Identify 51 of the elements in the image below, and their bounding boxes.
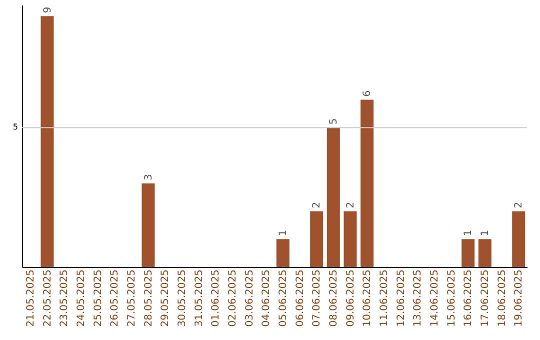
bar bbox=[142, 183, 155, 267]
x-tick-label: 24.05.2025 bbox=[76, 270, 87, 327]
bar bbox=[512, 211, 526, 267]
x-tick-label: 12.06.2025 bbox=[396, 270, 407, 327]
data-label: 2 bbox=[514, 202, 525, 208]
x-tick-label: 05.06.2025 bbox=[278, 270, 289, 327]
data-label: 5 bbox=[328, 118, 340, 125]
x-tick-label: 01.06.2025 bbox=[210, 270, 222, 327]
data-label: 9 bbox=[42, 6, 54, 14]
data-label: 1 bbox=[463, 230, 474, 236]
x-tick-label: 22.05.2025 bbox=[42, 270, 54, 327]
x-tick-label: 15.06.2025 bbox=[446, 270, 458, 327]
x-tick-label: 08.06.2025 bbox=[328, 270, 340, 327]
x-tick-label: 16.06.2025 bbox=[463, 270, 474, 327]
x-tick-label: 07.06.2025 bbox=[312, 270, 323, 327]
bar bbox=[360, 100, 374, 267]
bar bbox=[40, 16, 54, 267]
x-tick-label: 06.06.2025 bbox=[294, 270, 306, 327]
x-tick-label: 11.06.2025 bbox=[378, 270, 390, 327]
ref-line-label: 5 bbox=[12, 122, 18, 132]
bar bbox=[344, 211, 357, 267]
x-tick-label: 10.06.2025 bbox=[362, 270, 374, 327]
x-tick-label: 13.06.2025 bbox=[412, 270, 424, 327]
x-tick-label: 29.05.2025 bbox=[160, 270, 172, 327]
bar bbox=[310, 211, 324, 267]
bar bbox=[276, 239, 290, 267]
data-label: 2 bbox=[312, 202, 323, 208]
x-tick-label: 23.05.2025 bbox=[59, 270, 70, 327]
x-tick-label: 28.05.2025 bbox=[143, 270, 154, 327]
x-tick-label: 03.06.2025 bbox=[244, 270, 256, 327]
bar bbox=[478, 239, 492, 267]
x-tick-label: 18.06.2025 bbox=[496, 270, 508, 327]
data-label: 6 bbox=[362, 90, 374, 97]
bar bbox=[462, 239, 475, 267]
x-tick-label: 25.05.2025 bbox=[92, 270, 104, 327]
data-label: 3 bbox=[143, 174, 154, 180]
x-tick-label: 26.05.2025 bbox=[110, 270, 121, 327]
x-tick-label: 27.05.2025 bbox=[126, 270, 138, 327]
data-label: 1 bbox=[278, 230, 289, 236]
x-tick-label: 21.05.2025 bbox=[25, 270, 36, 327]
x-tick-label: 09.06.2025 bbox=[345, 270, 356, 327]
x-tick-label: 14.06.2025 bbox=[429, 270, 440, 327]
x-tick-label: 17.06.2025 bbox=[480, 270, 491, 327]
bar bbox=[326, 128, 340, 267]
x-tick-label: 30.05.2025 bbox=[176, 270, 188, 327]
x-tick-label: 31.05.2025 bbox=[194, 270, 205, 327]
x-tick-label: 19.06.2025 bbox=[514, 270, 525, 327]
x-tick-label: 04.06.2025 bbox=[261, 270, 272, 327]
x-tick-label: 02.06.2025 bbox=[227, 270, 238, 327]
data-label: 1 bbox=[480, 230, 491, 236]
data-label: 2 bbox=[345, 202, 356, 208]
